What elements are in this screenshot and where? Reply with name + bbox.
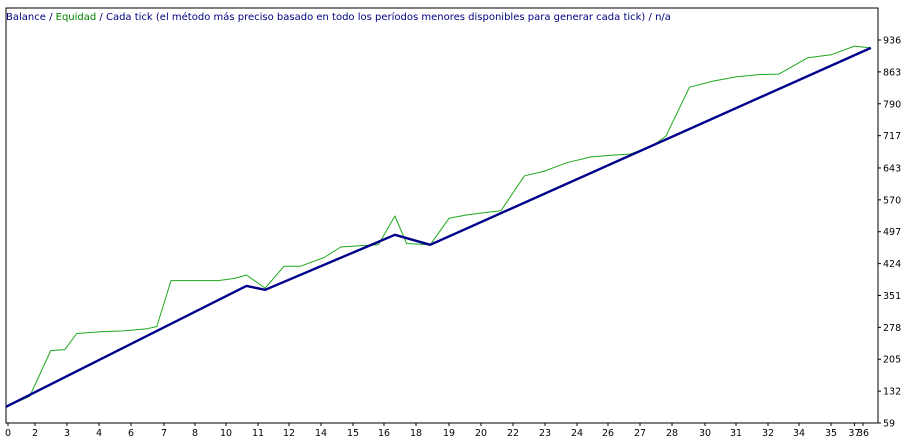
- x-tick-label: 2: [32, 428, 38, 439]
- x-tick-label: 16: [378, 428, 390, 439]
- x-tick-label: 26: [602, 428, 614, 439]
- x-tick-label: 10: [220, 428, 232, 439]
- y-tick-label: 205: [883, 355, 901, 366]
- y-tick-label: 936: [883, 36, 901, 47]
- x-tick-label: 19: [443, 428, 455, 439]
- x-tick-label: 4: [96, 428, 102, 439]
- y-tick-label: 790: [883, 99, 901, 110]
- x-tick-label: 18: [410, 428, 422, 439]
- y-tick-label: 643: [883, 163, 901, 174]
- x-tick-label: 31: [730, 428, 742, 439]
- y-tick-label: 59: [883, 419, 895, 430]
- y-tick-label: 497: [883, 227, 901, 238]
- separator-1: /: [46, 12, 56, 23]
- x-tick-label: 20: [475, 428, 487, 439]
- tick-layer: 0 2 3 4 6 7 8 10 11 12 14 15 16 18 19 20 22 23 24 26 27 28 30 3…: [5, 36, 901, 439]
- axes: [5, 7, 879, 424]
- x-tick-label: 15: [347, 428, 359, 439]
- x-tick-label: 12: [283, 428, 295, 439]
- equity-label: Equidad: [56, 12, 97, 23]
- series-line-balance: [5, 46, 872, 408]
- chart-header: Balance / Equidad / Cada tick (el método…: [6, 11, 671, 23]
- series-layer: [5, 45, 872, 408]
- plot-border: [5, 7, 879, 424]
- balance-label: Balance: [6, 12, 46, 23]
- x-tick-label: 23: [539, 428, 551, 439]
- y-tick-label: 351: [883, 291, 901, 302]
- x-tick-label: 30: [699, 428, 711, 439]
- x-tick-label: 6: [128, 428, 134, 439]
- x-tick-label: 27: [634, 428, 646, 439]
- y-tick-label: 863: [883, 67, 901, 78]
- x-tick-label: 37: [848, 428, 860, 439]
- x-tick-label: 28: [666, 428, 678, 439]
- y-tick-label: 278: [883, 323, 901, 334]
- extra-label: n/a: [655, 12, 671, 23]
- separator-3: /: [645, 12, 655, 23]
- y-tick-label: 424: [883, 259, 901, 270]
- series-line-equidad: [5, 45, 871, 408]
- x-tick-label: 14: [315, 428, 327, 439]
- x-tick-label: 22: [507, 428, 519, 439]
- separator-2: /: [96, 12, 106, 23]
- model-label: Cada tick (el método más preciso basado …: [106, 11, 645, 23]
- x-tick-label: 0: [5, 428, 11, 439]
- x-tick-label: 34: [793, 428, 805, 439]
- x-tick-label: 7: [161, 428, 167, 439]
- x-tick-label: 35: [825, 428, 837, 439]
- x-tick-label: 11: [252, 428, 264, 439]
- y-tick-label: 717: [883, 131, 901, 142]
- y-tick-label: 132: [883, 387, 901, 398]
- x-tick-label: 24: [571, 428, 583, 439]
- x-tick-label: 32: [762, 428, 774, 439]
- x-tick-label: 8: [192, 428, 198, 439]
- x-tick-label: 3: [64, 428, 70, 439]
- x-tick-label: 36: [857, 428, 869, 439]
- y-tick-label: 570: [883, 195, 901, 206]
